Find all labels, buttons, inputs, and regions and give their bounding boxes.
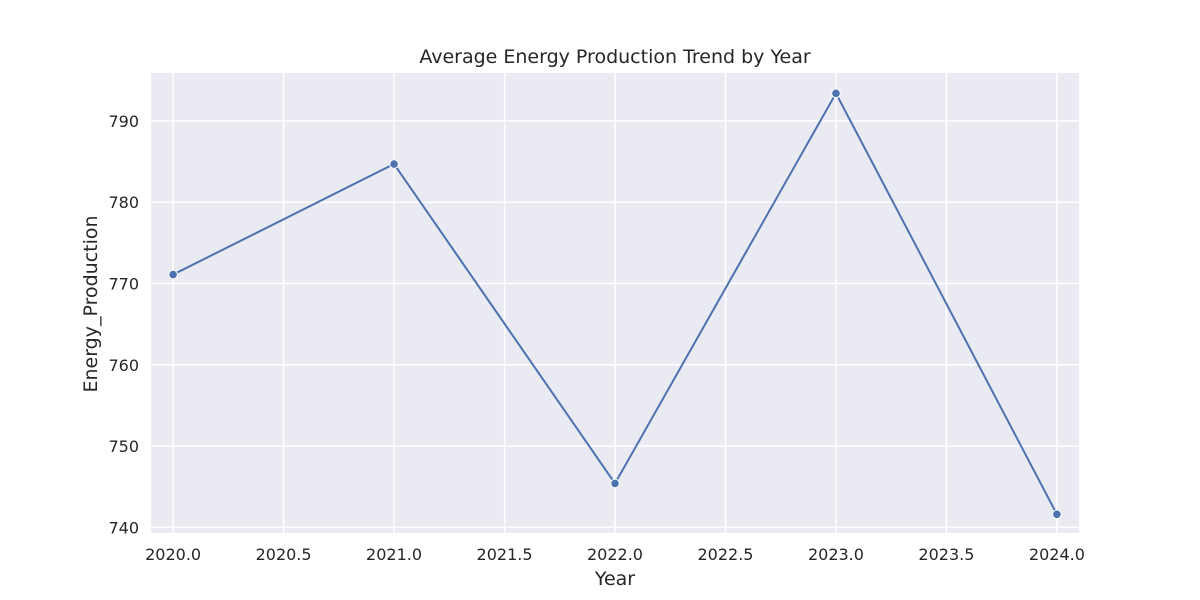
data-point [610,478,620,489]
data-point [168,269,178,280]
grid-lines [151,73,1079,533]
x-tick-label: 2021.0 [366,545,422,564]
series-layer [168,88,1062,520]
y-tick-label: 790 [108,112,139,131]
x-tick-label: 2024.0 [1029,545,1085,564]
x-tick-label: 2022.5 [697,545,753,564]
chart-title: Average Energy Production Trend by Year [419,46,811,68]
data-point [1052,509,1062,520]
x-tick-label: 2021.5 [477,545,533,564]
x-axis-label: Year [594,568,635,590]
data-point [389,159,399,169]
x-tick-label: 2022.0 [587,545,643,564]
x-tick-label: 2023.0 [808,545,864,564]
y-axis-label: Energy_Production [80,215,102,392]
y-tick-label: 780 [108,193,139,212]
y-tick-label: 770 [108,274,139,293]
data-point [831,88,841,99]
x-tick-label: 2023.5 [918,545,974,564]
x-tick-label: 2020.5 [256,545,312,564]
y-tick-label: 750 [108,437,139,456]
y-tick-label: 740 [108,518,139,537]
tick-labels: 2020.0 2020.5 2021.0 2021.5 2022.0 2022.5 2023… [108,112,1084,564]
x-tick-label: 2020.0 [145,545,201,564]
y-tick-label: 760 [108,356,139,375]
